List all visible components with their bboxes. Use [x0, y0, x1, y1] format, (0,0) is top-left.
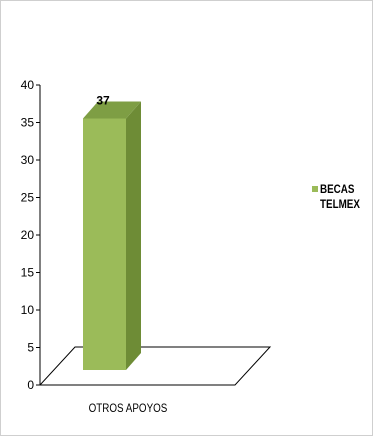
y-tick-label: 0 — [27, 378, 34, 392]
y-tick-label: 15 — [21, 266, 35, 280]
legend: BECAS TELMEX — [312, 182, 373, 212]
x-axis-labels: OTROS APOYOS — [89, 402, 168, 415]
x-category-label: OTROS APOYOS — [89, 402, 168, 415]
y-tick-label: 35 — [21, 116, 35, 130]
y-tick-label: 25 — [21, 191, 35, 205]
y-tick-label: 5 — [27, 341, 34, 355]
y-tick-label: 40 — [21, 78, 35, 92]
data-label: 37 — [96, 94, 110, 108]
y-tick-label: 30 — [21, 153, 35, 167]
data-labels: 37 — [96, 94, 110, 108]
bar-top — [83, 101, 141, 119]
legend-label: BECAS TELMEX — [320, 182, 360, 211]
y-tick-label: 20 — [21, 228, 35, 242]
y-axis: 0 5 10 15 20 25 30 35 40 — [21, 78, 41, 392]
chart-floor — [38, 346, 272, 386]
bar — [83, 118, 126, 370]
y-tick-label: 10 — [21, 303, 35, 317]
bars — [83, 101, 141, 370]
bar-side — [126, 101, 141, 370]
legend-swatch — [312, 186, 318, 192]
